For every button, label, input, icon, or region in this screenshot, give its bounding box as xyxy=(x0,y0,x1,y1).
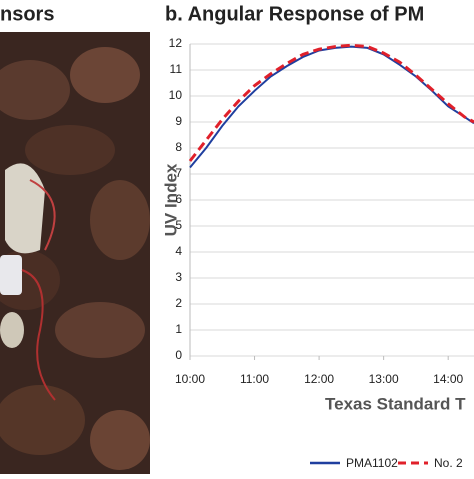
x-tick-label: 13:00 xyxy=(369,372,399,386)
y-tick-label: 10 xyxy=(169,88,183,102)
y-tick-label: 8 xyxy=(175,140,182,154)
y-tick-label: 6 xyxy=(175,192,182,206)
y-tick-label: 11 xyxy=(170,62,183,76)
y-tick-label: 4 xyxy=(175,244,182,258)
data-line xyxy=(188,43,474,162)
y-tick-label: 2 xyxy=(175,296,182,310)
y-tick-label: 12 xyxy=(169,36,183,50)
x-tick-label: 14:00 xyxy=(433,372,463,386)
y-tick-label: 9 xyxy=(175,114,182,128)
y-axis-label: UV Index xyxy=(161,163,180,236)
x-tick-label: 12:00 xyxy=(304,372,334,386)
legend-label: PMA1102 xyxy=(346,456,398,470)
data-line xyxy=(189,45,474,169)
y-tick-label: 3 xyxy=(175,270,182,284)
y-tick-label: 5 xyxy=(175,218,182,232)
y-tick-label: 1 xyxy=(175,322,182,336)
x-tick-label: 11:00 xyxy=(240,372,269,386)
x-axis-label: Texas Standard T xyxy=(325,394,466,413)
panel-title: nsors xyxy=(0,3,54,25)
legend-label: No. 2 xyxy=(434,456,463,470)
photo xyxy=(0,32,150,474)
x-tick-label: 10:00 xyxy=(175,372,205,386)
y-tick-label: 7 xyxy=(175,166,182,180)
y-tick-label: 0 xyxy=(175,348,182,362)
chart-title: b. Angular Response of PM xyxy=(165,3,424,25)
